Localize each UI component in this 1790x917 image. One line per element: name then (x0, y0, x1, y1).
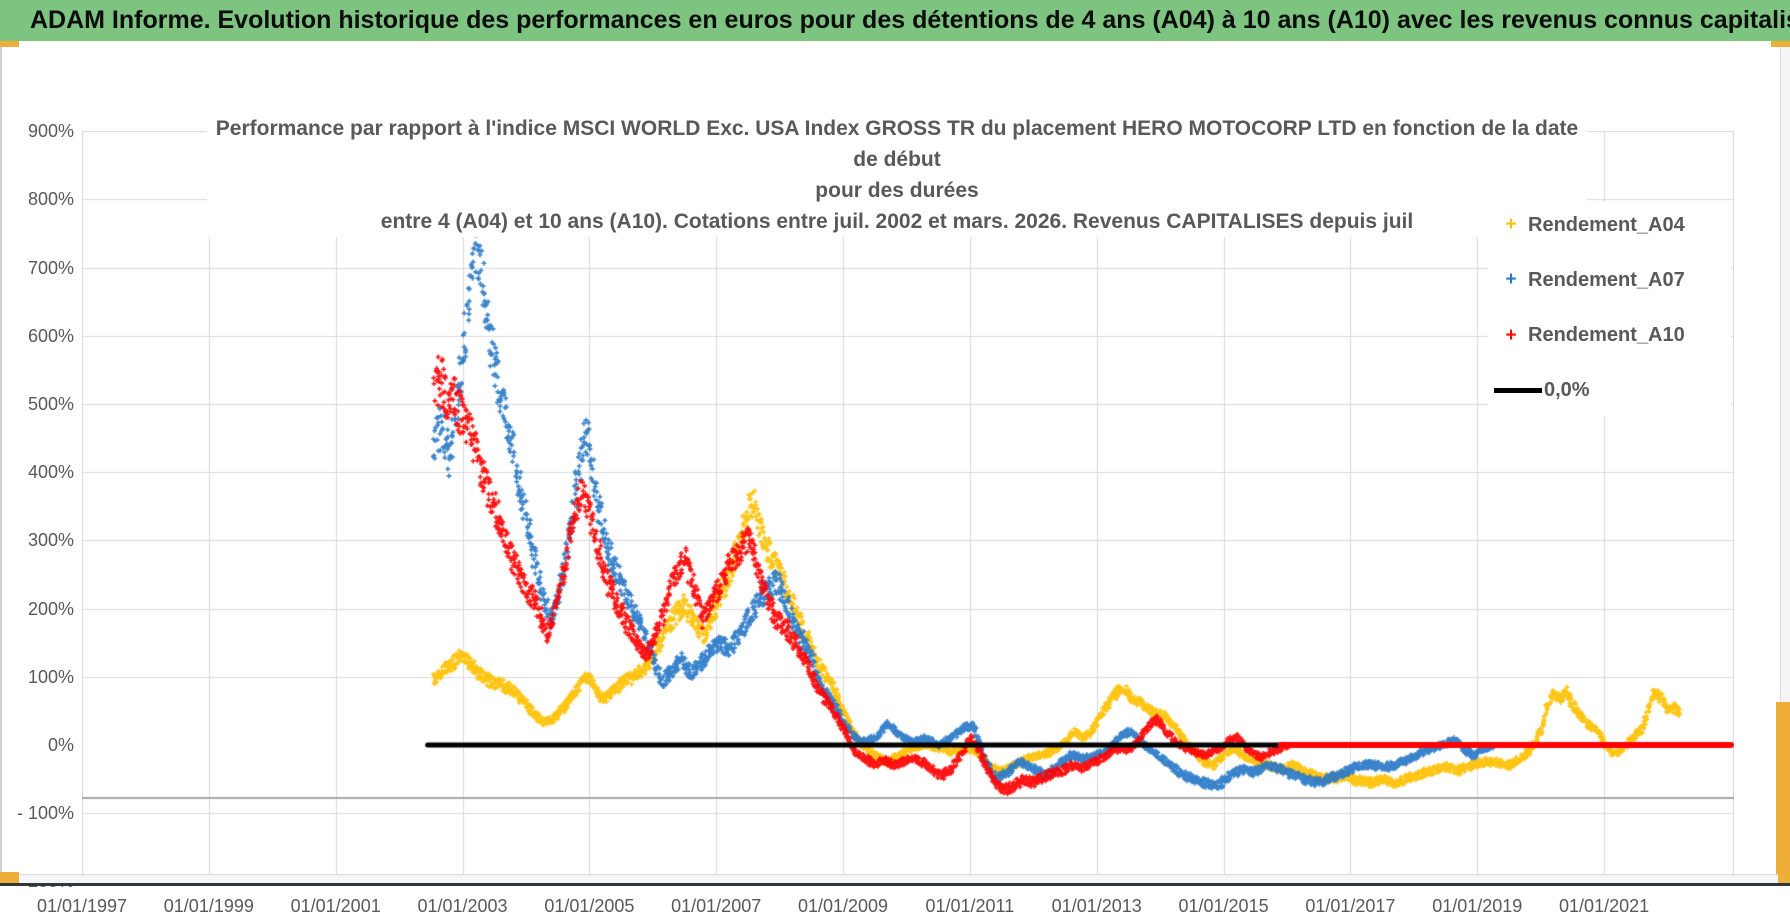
chart-legend: + Rendement_A04 + Rendement_A07 + Rendement_A… (1488, 202, 1731, 416)
y-axis-label: 800% (27, 189, 74, 210)
chart-sheet: 900% 800% 700% 600% 500% 400% 300% 200% 100% 0% - … (0, 47, 1790, 916)
y-axis-label: 400% (27, 462, 74, 483)
horizontal-scrollbar-thumb[interactable] (0, 872, 19, 884)
plus-marker-icon: + (1505, 214, 1517, 235)
x-axis-label: 01/01/1997 (36, 896, 128, 916)
x-axis-label: 01/01/2009 (797, 896, 889, 916)
performance-scatter-chart (82, 131, 1734, 881)
legend-item: + Rendement_A07 (1494, 265, 1731, 295)
horizontal-scrollbar-track[interactable] (2, 874, 1778, 884)
legend-label: Rendement_A07 (1528, 268, 1685, 291)
legend-label: Rendement_A10 (1528, 324, 1685, 347)
x-axis-label: 01/01/2021 (1559, 896, 1650, 916)
gold-accent-left (0, 41, 19, 47)
gold-accent-right (1771, 41, 1790, 47)
y-axis-label: - 100% (16, 803, 74, 824)
x-axis-label: 01/01/2007 (671, 896, 762, 916)
legend-label: Rendement_A04 (1528, 213, 1685, 236)
legend-item: + Rendement_A10 (1494, 321, 1731, 351)
y-axis-label: 100% (27, 666, 74, 687)
x-axis-label: 01/01/2013 (1051, 896, 1142, 916)
line-marker-icon (1494, 388, 1542, 394)
x-axis-label: 01/01/2005 (544, 896, 635, 916)
x-axis-label: 01/01/2003 (417, 896, 508, 916)
legend-item: + Rendement_A04 (1494, 210, 1731, 240)
y-axis-label: 900% (27, 121, 74, 142)
y-axis-label: 700% (27, 257, 74, 278)
window-title-bar: ADAM Informe. Evolution historique des p… (0, 0, 1790, 41)
y-axis-label: 200% (27, 598, 74, 619)
x-axis-label: 01/01/2001 (290, 896, 381, 916)
chart-title-line-2: pour des durées (815, 179, 979, 202)
y-axis-label: 0% (47, 735, 74, 755)
y-axis-label: 300% (27, 530, 74, 551)
x-axis-label: 01/01/2019 (1432, 896, 1523, 916)
vertical-scrollbar-thumb[interactable] (1776, 702, 1790, 884)
vertical-scrollbar-track[interactable] (1780, 47, 1790, 877)
legend-label: 0,0% (1544, 379, 1590, 402)
x-axis-label: 01/01/2015 (1178, 896, 1269, 916)
legend-item: 0,0% (1494, 376, 1731, 406)
x-axis-label: 01/01/2011 (925, 896, 1015, 916)
y-axis-label: 500% (27, 394, 74, 414)
x-axis-label: 01/01/2017 (1305, 896, 1396, 916)
window-bottom-border (0, 883, 1790, 886)
chart-title-line-1: Performance par rapport à l'indice MSCI … (215, 117, 1579, 171)
y-axis-label: 600% (27, 325, 74, 346)
plus-marker-icon: + (1505, 324, 1517, 346)
plus-marker-icon: + (1505, 269, 1517, 291)
x-axis-label: 01/01/1999 (163, 896, 254, 916)
chart-title-line-3: entre 4 (A04) et 10 ans (A10). Cotations… (380, 210, 1414, 233)
chart-title: Performance par rapport à l'indice MSCI … (207, 113, 1587, 237)
